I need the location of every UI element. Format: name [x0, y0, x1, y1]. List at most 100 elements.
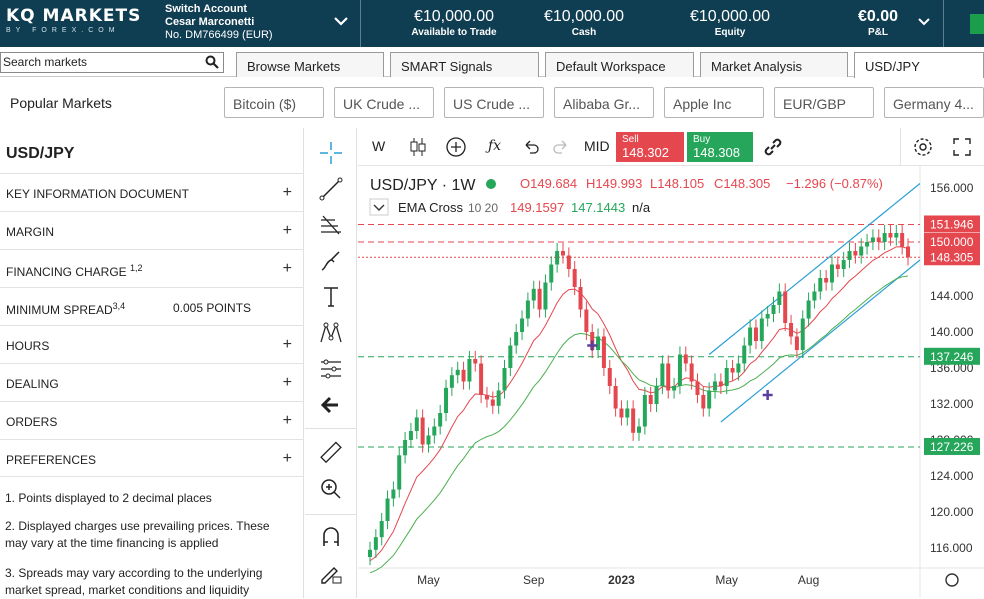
candle [847, 242, 852, 269]
text-tool-icon[interactable] [318, 284, 344, 310]
candle-body [806, 300, 811, 319]
stat-pnl: €0.00 P&L [857, 8, 899, 38]
channel-lower-line [720, 259, 921, 423]
edit-lock-icon[interactable] [318, 560, 344, 586]
chevron-down-icon[interactable] [916, 14, 932, 30]
candle-body [695, 381, 700, 395]
candle [701, 386, 706, 417]
candle [385, 490, 390, 530]
candle-body [572, 269, 577, 287]
accordion-preferences[interactable]: PREFERENCES + [0, 439, 304, 477]
stat-available: €10,000.00 Available to Trade [411, 8, 497, 38]
redo-icon[interactable] [552, 138, 570, 156]
popular-chip[interactable]: UK Crude ... [334, 87, 434, 118]
candle [578, 278, 583, 318]
candle [759, 310, 764, 350]
candle [724, 359, 729, 395]
tab-browse-markets[interactable]: Browse Markets [236, 52, 384, 77]
candle [414, 409, 419, 440]
candle [490, 391, 495, 414]
candle [818, 269, 823, 300]
y-tick-label: 120.000 [930, 505, 974, 519]
brush-icon[interactable] [318, 248, 344, 274]
account-switcher[interactable]: Switch Account Cesar Marconetti No. DM76… [165, 3, 273, 42]
candle-body [555, 251, 560, 265]
accordion-financing-charge[interactable]: FINANCING CHARGE 1,2 + [0, 249, 304, 287]
sell-button[interactable]: Sell 148.302 [616, 132, 684, 162]
candle-body [496, 390, 501, 406]
function-icon[interactable]: ƒx [488, 138, 502, 154]
search-icon[interactable] [205, 55, 219, 69]
tab-default-workspace[interactable]: Default Workspace [545, 52, 694, 77]
axis-settings-icon [945, 573, 959, 587]
candle-body [426, 435, 431, 445]
crosshair-icon[interactable] [318, 140, 344, 166]
candle [479, 355, 484, 404]
candle-type-icon[interactable] [408, 136, 428, 158]
tab-usdjpy[interactable]: USD/JPY [854, 52, 984, 78]
candle [683, 346, 688, 372]
ohlc-value: H149.993 [586, 176, 642, 191]
candle [449, 367, 454, 396]
accordion-key-information[interactable]: KEY INFORMATION DOCUMENT + [0, 173, 304, 211]
ohlc-value: −1.296 (−0.87%) [786, 176, 883, 191]
magnet-icon[interactable] [318, 524, 344, 550]
pattern-icon[interactable] [318, 320, 344, 346]
mid-price-toggle[interactable]: MID [584, 138, 610, 154]
candle-body [484, 395, 489, 400]
tab-market-analysis[interactable]: Market Analysis [700, 52, 848, 77]
search-input[interactable]: Search markets [0, 52, 224, 73]
candle-body [601, 336, 606, 368]
top-bar: KQ MARKETS BY FOREX.COM Switch Account C… [0, 0, 984, 47]
fullscreen-icon[interactable] [952, 137, 972, 157]
popular-chip[interactable]: Germany 4... [884, 87, 984, 118]
candle-body [771, 305, 776, 314]
candle [408, 422, 413, 449]
candle-body [403, 440, 408, 456]
candle-body [713, 381, 718, 391]
interval-selector[interactable]: W [372, 138, 386, 154]
arrow-left-icon[interactable] [318, 392, 344, 418]
popular-chip[interactable]: EUR/GBP [774, 87, 874, 118]
popular-chip[interactable]: US Crude ... [444, 87, 544, 118]
candle-body [900, 233, 905, 247]
candle [373, 529, 378, 558]
divider [943, 0, 944, 47]
ruler-icon[interactable] [318, 440, 344, 466]
candle-body [391, 489, 396, 499]
popular-chip[interactable]: Bitcoin ($) [224, 87, 324, 118]
footnote: 2. Displayed charges use prevailing pric… [5, 519, 270, 550]
candle-body [736, 363, 741, 373]
fib-tool-icon[interactable] [318, 212, 344, 238]
popular-chip[interactable]: Apple Inc [664, 87, 764, 118]
add-indicator-icon[interactable] [445, 136, 467, 158]
candle [601, 328, 606, 377]
price-chart[interactable]: 156.000152.000148.000144.000140.000136.0… [358, 166, 984, 598]
candle-body [783, 291, 788, 323]
candle [625, 400, 630, 426]
buy-button[interactable]: Buy 148.308 [687, 132, 753, 162]
tab-smart-signals[interactable]: SMART Signals [390, 52, 539, 77]
drawing-toolbar [305, 128, 357, 598]
undo-icon[interactable] [522, 138, 540, 156]
candle-body [882, 233, 887, 242]
link-icon[interactable] [760, 134, 786, 160]
settings-gear-icon[interactable] [912, 136, 934, 158]
candle-body [660, 363, 665, 386]
price-label-text: 151.946 [930, 217, 974, 231]
zoom-in-icon[interactable] [318, 476, 344, 502]
accordion-dealing[interactable]: DEALING + [0, 363, 304, 401]
deposit-button[interactable] [970, 14, 984, 34]
forecast-icon[interactable] [318, 356, 344, 382]
candle [403, 431, 408, 464]
candle [789, 314, 794, 345]
chevron-down-icon[interactable] [332, 12, 350, 30]
accordion-margin[interactable]: MARGIN + [0, 211, 304, 249]
candle-body [619, 408, 624, 418]
popular-chip[interactable]: Alibaba Gr... [554, 87, 654, 118]
accordion-hours[interactable]: HOURS + [0, 325, 304, 363]
accordion-orders[interactable]: ORDERS + [0, 401, 304, 439]
trend-line-icon[interactable] [318, 176, 344, 202]
price-label-box [924, 215, 980, 233]
candle [531, 280, 536, 309]
